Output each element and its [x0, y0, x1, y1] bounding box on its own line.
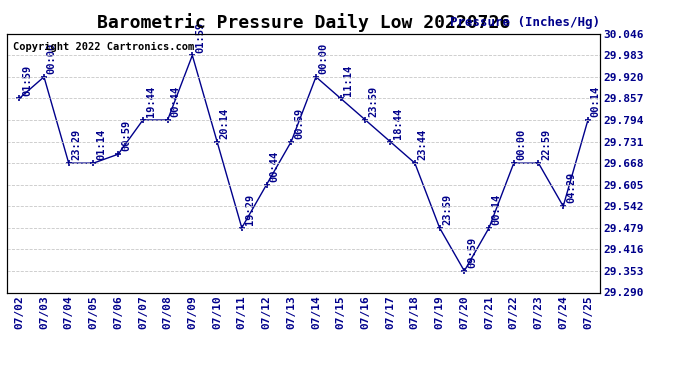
Text: 00:14: 00:14	[492, 194, 502, 225]
Text: 20:14: 20:14	[220, 108, 230, 139]
Text: 00:14: 00:14	[591, 86, 601, 117]
Text: 01:59: 01:59	[195, 21, 205, 53]
Text: 19:29: 19:29	[244, 194, 255, 225]
Text: 00:44: 00:44	[269, 151, 279, 182]
Text: 23:29: 23:29	[72, 129, 81, 160]
Text: 18:44: 18:44	[393, 108, 403, 139]
Text: Pressure (Inches/Hg): Pressure (Inches/Hg)	[451, 16, 600, 28]
Text: 22:59: 22:59	[541, 129, 551, 160]
Text: 23:44: 23:44	[417, 129, 428, 160]
Text: 01:14: 01:14	[96, 129, 106, 160]
Text: 11:14: 11:14	[344, 64, 353, 96]
Text: 23:59: 23:59	[442, 194, 453, 225]
Text: 00:59: 00:59	[294, 108, 304, 139]
Text: 00:59: 00:59	[121, 120, 131, 152]
Text: 19:44: 19:44	[146, 86, 156, 117]
Text: 01:59: 01:59	[22, 64, 32, 96]
Text: 00:00: 00:00	[517, 129, 526, 160]
Text: 00:44: 00:44	[170, 86, 180, 117]
Text: 04:29: 04:29	[566, 172, 576, 204]
Text: 09:59: 09:59	[467, 237, 477, 268]
Title: Barometric Pressure Daily Low 20220726: Barometric Pressure Daily Low 20220726	[97, 13, 510, 32]
Text: Copyright 2022 Cartronics.com: Copyright 2022 Cartronics.com	[13, 42, 194, 51]
Text: 00:00: 00:00	[47, 43, 57, 74]
Text: 23:59: 23:59	[368, 86, 378, 117]
Text: 00:00: 00:00	[319, 43, 328, 74]
